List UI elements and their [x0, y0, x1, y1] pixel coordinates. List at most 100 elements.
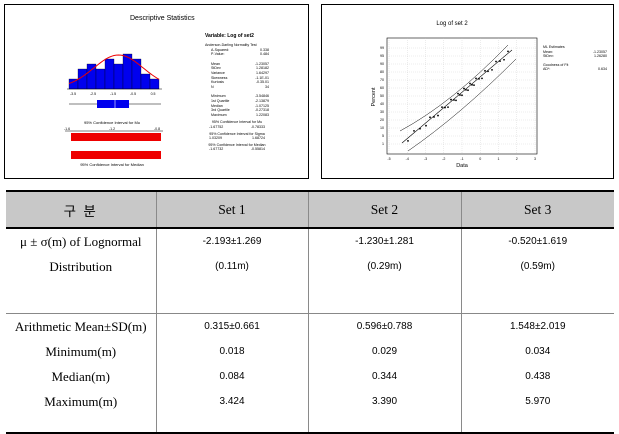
stat-row: Skewness -1.1E-01 — [211, 76, 269, 81]
stat-row: Mean -1.23057 — [211, 62, 269, 67]
cell-value: 0.438 — [525, 371, 551, 382]
panel-title: Descriptive Statistics — [130, 15, 195, 22]
cell-set2-arithmetic: 0.596±0.788 0.029 0.344 3.390 — [307, 313, 461, 434]
x-tick-label: -5 — [387, 157, 390, 161]
cell-value: (0.29m) — [367, 261, 402, 272]
x-tick-label: -1 — [460, 157, 463, 161]
histogram-tick-label: -0.5 — [130, 92, 136, 96]
data-point — [433, 116, 435, 118]
data-point — [425, 124, 427, 127]
y-tick-label: 99 — [380, 46, 384, 50]
descriptive-statistics-panel: Descriptive Statistics -3.5 -2.5 -1.5 -0.5 0… — [4, 4, 309, 179]
y-tick-label: 5 — [382, 134, 384, 138]
boxplot-box — [97, 100, 129, 108]
histogram-bar — [95, 68, 106, 90]
ml-row-label: StDev: — [543, 54, 554, 59]
variable-title: Variable: Log of set2 — [205, 33, 254, 39]
stat-row-value: -0.35.01 — [255, 80, 269, 85]
quartile-row-label: Median — [211, 103, 223, 108]
ml-row: Mean: -1.23057 — [543, 50, 607, 55]
ci-section-heading: 95% Confidence Interval for Median — [208, 142, 266, 147]
ci-sections: 95% Confidence Interval for Mu -1.67752 -0… — [205, 120, 269, 154]
cell-set1-lognormal: -2.193±1.269 (0.11m) — [155, 228, 308, 314]
gof-row-label: AD*: — [543, 67, 551, 72]
x-tick-label: -2 — [442, 157, 445, 161]
ci-tick-label: -1.6 — [64, 127, 70, 131]
ml-heading: ML Estimates — [543, 45, 565, 49]
normal-curve — [68, 54, 160, 84]
gof-row: AD*: 0.634 — [543, 67, 607, 72]
ci-low: -1.67752 — [209, 124, 224, 129]
ml-row-label: Mean: — [543, 49, 553, 54]
cell-value: 3.390 — [371, 396, 398, 407]
header-set-1: Set 1 — [155, 190, 309, 229]
gof-heading: Goodness of Fit — [543, 62, 569, 67]
data-point — [499, 60, 501, 63]
cell-value: 0.018 — [219, 346, 245, 357]
quartile-row-label: Minimum — [211, 94, 226, 99]
data-point — [478, 78, 480, 80]
cell-set1-arithmetic: 0.315±0.661 0.018 0.084 3.424 — [155, 313, 308, 434]
stat-row-value: 1.64297 — [256, 70, 269, 75]
stat-row: Variance 1.64297 — [211, 71, 269, 76]
cell-set2-lognormal: -1.230±1.281 (0.29m) — [307, 228, 461, 314]
x-tick-label: -3 — [424, 157, 427, 161]
anderson-row: A-Squared: 0.338 — [211, 48, 269, 53]
cell-value: (0.11m) — [215, 261, 249, 272]
row-label-line: Maximum(m) — [44, 394, 118, 409]
table-header-row: 구 분 Set 1 Set 2 Set 3 — [6, 190, 614, 229]
ml-estimates-box: ML Estimates Mean: -1.23057 StDev: 1.26280 … — [543, 45, 607, 72]
header-set-2: Set 2 — [307, 190, 462, 229]
data-point — [463, 87, 465, 90]
row-label-arithmetic: Arithmetic Mean±SD(m) Minimum(m) Median(… — [6, 313, 156, 434]
ci-tick-label: -1.2 — [109, 127, 115, 131]
row-label-line: Minimum(m) — [45, 344, 117, 359]
cell-value: 5.970 — [525, 396, 551, 407]
row-label-line: Arithmetic Mean±SD(m) — [14, 319, 147, 334]
row-label-line: Distribution — [49, 259, 113, 274]
data-point — [491, 69, 493, 71]
header-category: 구 분 — [6, 190, 157, 229]
cell-value: -2.193±1.269 — [202, 236, 262, 247]
quartile-row: Maximum 1.22083 — [211, 113, 269, 118]
ci-high: 1.68724 — [252, 136, 265, 141]
cell-value: 0.034 — [525, 346, 551, 357]
quartile-row-value: -2.13879 — [254, 98, 269, 103]
upper-ci-band — [399, 44, 509, 132]
anderson-row-label: P-Value: — [211, 52, 225, 57]
quartile-row: Median -1.07125 — [211, 104, 269, 109]
cell-value: 0.596±0.788 — [356, 321, 413, 332]
anderson-row-label: A-Squared: — [211, 47, 230, 52]
data-point — [455, 99, 457, 102]
histogram-tick-label: -3.5 — [70, 92, 76, 96]
data-point — [453, 99, 455, 101]
y-tick-label: 60 — [380, 86, 384, 90]
data-point — [487, 70, 489, 73]
data-point — [503, 58, 505, 61]
ci-section-values: 1.03209 1.68724 — [205, 136, 269, 143]
table-row-lognormal: μ ± σ(m) of Lognormal Distribution -2.19… — [6, 228, 614, 314]
plot-title: Log of set 2 — [436, 21, 468, 27]
ci-low: 1.03209 — [209, 136, 222, 141]
row-label-line: μ ± σ(m) of Lognormal — [20, 234, 142, 249]
data-point — [413, 129, 415, 132]
x-axis-label: Data — [456, 163, 469, 169]
cell-value: 1.548±2.019 — [509, 321, 566, 332]
data-point — [465, 88, 467, 91]
data-point — [447, 106, 449, 109]
data-point — [471, 83, 473, 86]
x-tick-label: 0 — [479, 157, 481, 161]
ci-section-values: -1.67732 -0.55814 — [205, 147, 269, 154]
ml-row: StDev: 1.26280 — [543, 54, 607, 59]
quartile-row-value: -3.54846 — [254, 94, 269, 99]
y-tick-label: 70 — [380, 78, 384, 82]
ci-section-heading: 95% Confidence Interval for Mu — [211, 120, 263, 125]
data-point — [429, 116, 431, 119]
quartile-row-value: -1.07125 — [254, 103, 269, 108]
stat-row-value: -1.1E-01 — [255, 75, 269, 80]
data-point — [475, 77, 477, 80]
quartile-row-value: -0.27318 — [254, 108, 269, 113]
data-point — [457, 92, 459, 95]
data-point — [441, 106, 443, 109]
x-tick-label: 1 — [498, 157, 500, 161]
